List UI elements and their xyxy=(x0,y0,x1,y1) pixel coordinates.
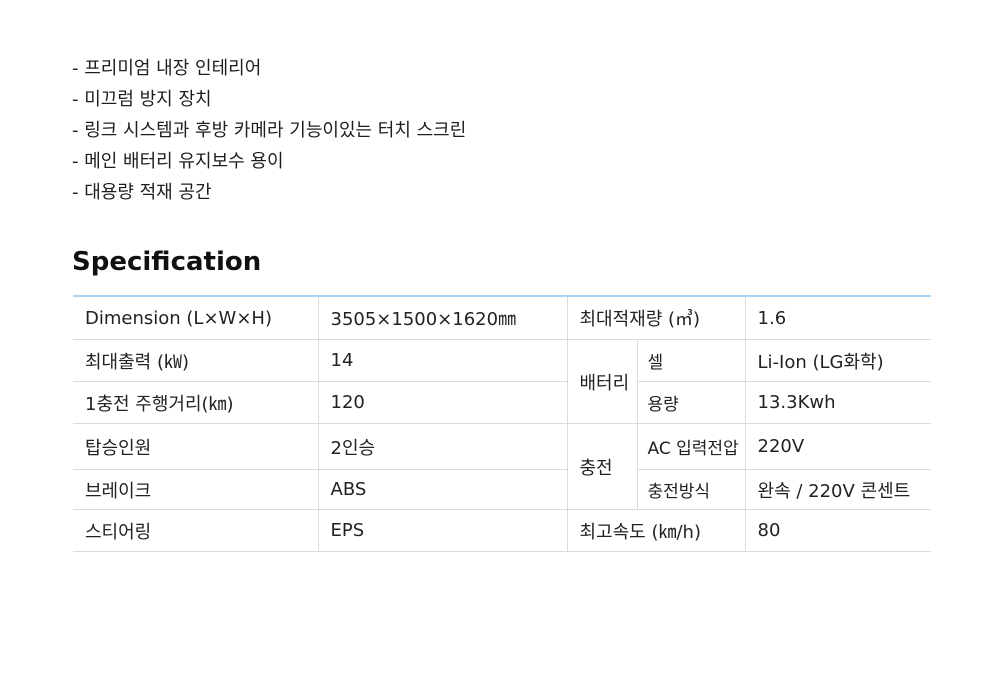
steering-label: 스티어링 xyxy=(73,509,319,552)
spec-title: Specification xyxy=(72,247,262,277)
steering-value: EPS xyxy=(318,509,568,552)
ac-voltage-label: AC 입력전압 xyxy=(637,423,746,470)
spec-row: 1충전 주행거리(㎞) 120 용량 13.3Kwh xyxy=(73,381,932,424)
battery-label: 배터리 xyxy=(567,339,638,424)
spec-row: 최대출력 (㎾) 14 배터리 셀 Li-Ion (LG화학) xyxy=(73,339,932,424)
feature-item: - 프리미엄 내장 인테리어 xyxy=(72,58,262,79)
feature-item: - 메인 배터리 유지보수 용이 xyxy=(72,151,284,172)
max-output-label: 최대출력 (㎾) xyxy=(73,339,319,382)
feature-list: - 프리미엄 내장 인테리어 - 미끄럼 방지 장치 - 링크 시스템과 후방 … xyxy=(72,53,466,208)
max-load-value: 1.6 xyxy=(745,296,932,340)
capacity-label: 용량 xyxy=(637,381,746,424)
brake-value: ABS xyxy=(318,469,568,510)
feature-item: - 미끄럼 방지 장치 xyxy=(72,89,212,110)
feature-item: - 링크 시스템과 후방 카메라 기능이있는 터치 스크린 xyxy=(72,120,467,141)
charge-method-value: 완속 / 220V 콘센트 xyxy=(745,469,932,510)
max-speed-label: 최고속도 (㎞/h) xyxy=(567,509,746,552)
seats-label: 탑승인원 xyxy=(73,423,319,470)
dimension-label: Dimension (L×W×H) xyxy=(73,296,319,340)
max-speed-value: 80 xyxy=(745,509,932,552)
brake-label: 브레이크 xyxy=(73,469,319,510)
charge-method-label: 충전방식 xyxy=(637,469,746,510)
cell-value: Li-Ion (LG화학) xyxy=(745,339,932,382)
spec-table: Dimension (L×W×H) 3505×1500×1620㎜ 최대적재량 … xyxy=(73,295,932,552)
seats-value: 2인승 xyxy=(318,423,568,470)
ac-voltage-value: 220V xyxy=(745,423,932,470)
feature-item: - 대용량 적재 공간 xyxy=(72,182,212,203)
cell-label: 셀 xyxy=(637,339,746,382)
spec-row: 스티어링 EPS 최고속도 (㎞/h) 80 xyxy=(73,509,932,552)
dimension-value: 3505×1500×1620㎜ xyxy=(318,296,568,340)
capacity-value: 13.3Kwh xyxy=(745,381,932,424)
range-label: 1충전 주행거리(㎞) xyxy=(73,381,319,424)
range-value: 120 xyxy=(318,381,568,424)
spec-row: 브레이크 ABS 충전방식 완속 / 220V 콘센트 xyxy=(73,469,932,510)
max-load-label: 최대적재량 (㎥) xyxy=(567,296,746,340)
max-output-value: 14 xyxy=(318,339,568,382)
spec-row: 탑승인원 2인승 충전 AC 입력전압 220V xyxy=(73,423,932,510)
charging-label: 충전 xyxy=(567,423,638,510)
spec-row: Dimension (L×W×H) 3505×1500×1620㎜ 최대적재량 … xyxy=(73,296,932,340)
